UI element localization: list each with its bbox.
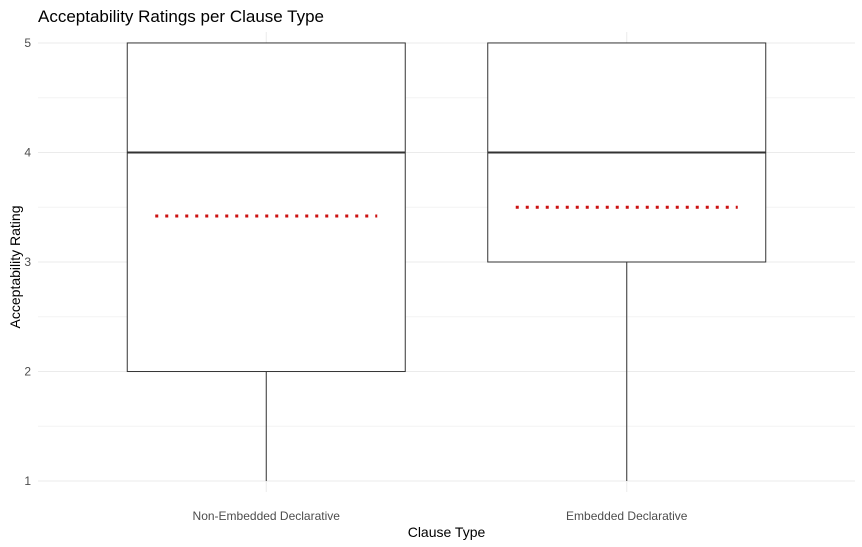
y-axis-ticks: 1 2 3 4 5 (24, 36, 31, 488)
y-axis-title: Acceptability Rating (7, 206, 23, 329)
box-2 (487, 42, 767, 482)
y-tick-label: 1 (24, 474, 31, 488)
y-tick-label: 5 (24, 36, 31, 50)
iqr-box (126, 42, 406, 373)
y-tick-label: 4 (24, 145, 31, 159)
x-tick-label: Embedded Declarative (566, 509, 688, 523)
x-tick-label: Non-Embedded Declarative (193, 509, 341, 523)
box-1 (126, 42, 406, 482)
x-axis-ticks: Non-Embedded Declarative Embedded Declara… (193, 509, 688, 523)
y-tick-label: 3 (24, 255, 31, 269)
chart-title: Acceptability Ratings per Clause Type (38, 7, 324, 26)
boxes (126, 42, 767, 482)
x-axis-title: Clause Type (408, 524, 486, 540)
y-tick-label: 2 (24, 365, 31, 379)
